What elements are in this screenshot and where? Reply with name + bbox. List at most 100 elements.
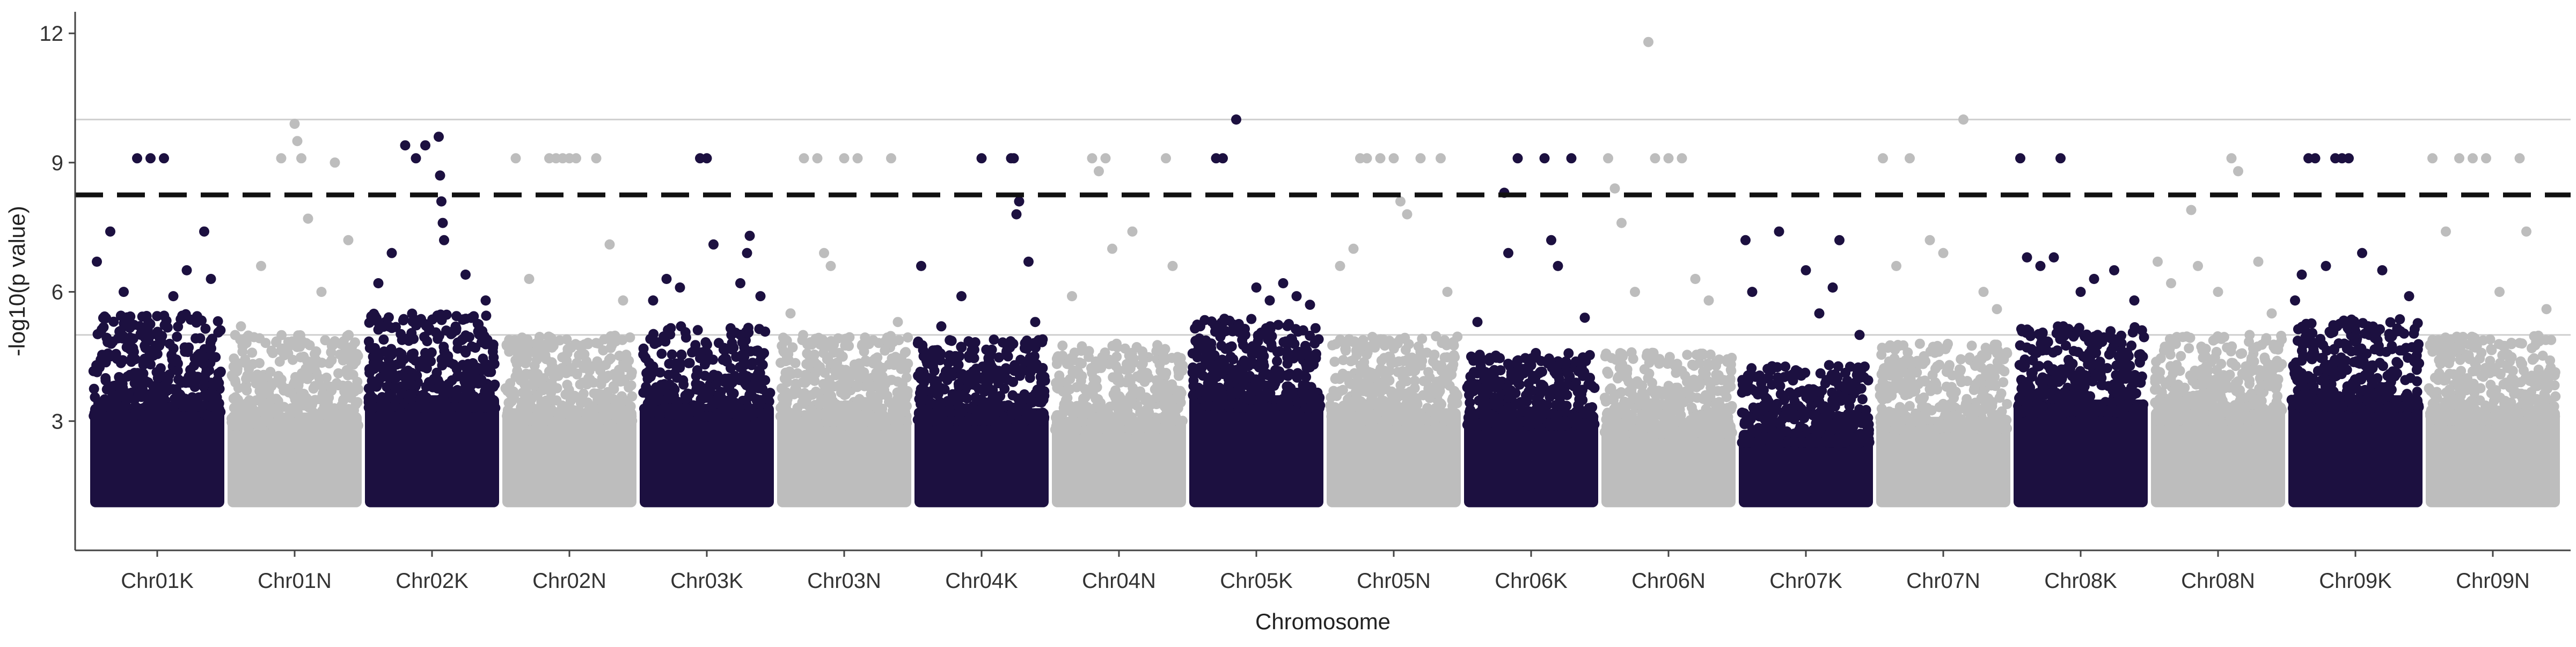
- snp-point: [466, 380, 477, 390]
- snp-point: [215, 407, 225, 417]
- snp-point: [596, 389, 606, 399]
- snp-point: [1269, 403, 1279, 413]
- snp-point: [327, 355, 337, 365]
- snp-point: [378, 335, 389, 345]
- snp-point: [540, 339, 551, 350]
- snp-point: [1714, 354, 1724, 365]
- snp-point: [1386, 357, 1396, 367]
- peak-point: [145, 153, 156, 163]
- peak-point: [1128, 227, 1138, 237]
- snp-point: [1375, 364, 1386, 374]
- peak-point: [119, 287, 129, 297]
- snp-point: [214, 378, 224, 388]
- snp-point: [152, 327, 163, 337]
- snp-point: [739, 352, 749, 362]
- peak-point: [1473, 317, 1483, 327]
- snp-point: [1436, 360, 1446, 370]
- snp-point: [1410, 411, 1420, 421]
- snp-point: [1671, 368, 1681, 378]
- snp-point: [298, 419, 309, 429]
- snp-point: [420, 395, 430, 405]
- snp-point: [116, 358, 126, 368]
- snp-point: [1413, 399, 1423, 409]
- snp-point: [1512, 376, 1523, 386]
- snp-point: [1138, 411, 1148, 421]
- peak-point: [1610, 184, 1620, 194]
- snp-point: [1203, 401, 1213, 411]
- peak-point: [206, 274, 216, 284]
- snp-point: [1226, 387, 1236, 397]
- peak-point: [438, 218, 448, 228]
- snp-point: [677, 350, 687, 360]
- snp-point: [1107, 341, 1117, 351]
- snp-point: [103, 351, 113, 361]
- snp-point: [542, 397, 552, 408]
- snp-point: [656, 348, 667, 359]
- snp-point: [384, 312, 394, 323]
- snp-point: [989, 335, 999, 345]
- snp-point: [1449, 340, 1459, 351]
- peak-point: [330, 157, 340, 168]
- peak-point: [292, 136, 303, 146]
- snp-point: [990, 407, 1000, 417]
- snp-point: [1309, 338, 1320, 348]
- snp-point: [693, 325, 703, 335]
- snp-point: [1587, 381, 1597, 391]
- snp-point: [1065, 374, 1075, 384]
- snp-point: [473, 319, 484, 329]
- snp-point: [247, 347, 257, 358]
- snp-point: [1644, 368, 1655, 379]
- peak-point: [256, 261, 266, 271]
- peak-point: [1503, 248, 1513, 258]
- snp-point: [434, 331, 444, 341]
- peak-point: [199, 227, 209, 237]
- snp-point: [1114, 405, 1124, 416]
- snp-point: [247, 408, 257, 418]
- snp-point: [1121, 365, 1131, 375]
- snp-point: [1429, 350, 1439, 360]
- snp-point: [1395, 411, 1405, 421]
- snp-point: [427, 347, 437, 358]
- snp-point: [387, 402, 398, 412]
- snp-point: [93, 398, 104, 409]
- snp-point: [1340, 344, 1350, 354]
- peak-point: [1402, 209, 1413, 220]
- peak-point: [1014, 197, 1024, 207]
- snp-point: [557, 409, 567, 419]
- snp-point: [1227, 326, 1238, 337]
- snp-point: [349, 358, 359, 368]
- snp-point: [1332, 390, 1342, 400]
- snp-point: [213, 316, 223, 326]
- snp-point: [561, 356, 572, 366]
- snp-point: [230, 330, 240, 340]
- snp-point: [1548, 384, 1558, 395]
- snp-point: [1657, 420, 1667, 431]
- snp-point: [641, 368, 652, 379]
- snp-point: [330, 413, 340, 424]
- snp-point: [1486, 417, 1496, 427]
- snp-point: [931, 345, 941, 355]
- snp-point: [326, 386, 336, 396]
- snp-point: [666, 406, 676, 417]
- snp-point: [194, 392, 204, 403]
- snp-point: [1188, 391, 1198, 401]
- peak-point: [819, 248, 829, 258]
- snp-point: [481, 311, 491, 321]
- snp-point: [391, 373, 401, 383]
- snp-point: [113, 380, 123, 390]
- snp-point: [784, 355, 794, 365]
- snp-point: [1604, 416, 1614, 426]
- snp-point: [1053, 383, 1063, 394]
- peak-point: [1161, 153, 1171, 163]
- snp-point: [1716, 428, 1726, 439]
- snp-point: [838, 376, 848, 386]
- snp-point: [1588, 412, 1598, 422]
- snp-point: [384, 358, 394, 368]
- snp-point: [791, 379, 801, 389]
- reference-lines: [75, 120, 2571, 335]
- snp-point: [1126, 395, 1137, 405]
- snp-point: [1034, 335, 1044, 345]
- snp-point: [885, 375, 896, 386]
- snp-point: [810, 369, 821, 379]
- snp-point: [751, 346, 761, 356]
